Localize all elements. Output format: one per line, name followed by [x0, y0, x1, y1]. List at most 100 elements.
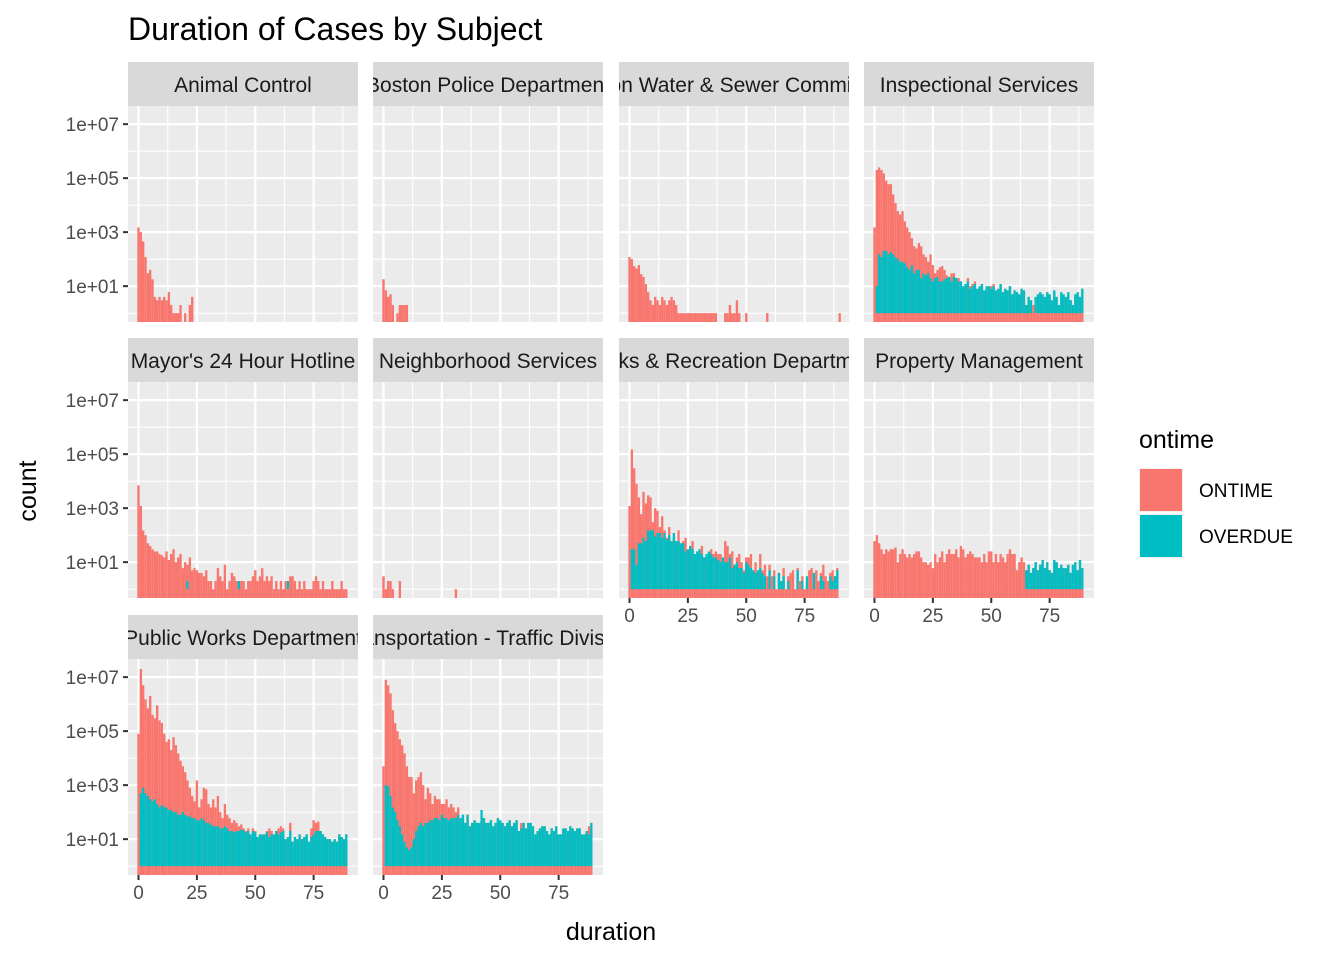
bar-overdue [459, 818, 462, 867]
bar-overdue [195, 820, 199, 867]
bar-overdue [153, 799, 157, 867]
bar-ontime [454, 589, 458, 598]
bar-overdue [440, 814, 444, 867]
bar-overdue [656, 533, 659, 590]
bar-overdue [272, 834, 276, 867]
bar-overdue [576, 828, 579, 867]
bar-ontime [303, 581, 306, 598]
bar-ontime [156, 551, 159, 598]
bar-overdue [1027, 296, 1030, 314]
bar-ontime [384, 589, 388, 598]
bar-ontime [700, 313, 704, 322]
bar-ontime [139, 506, 143, 598]
bar-overdue [279, 832, 283, 867]
bar-overdue [184, 814, 187, 867]
bar-ontime [415, 780, 418, 875]
bar-ontime [945, 554, 949, 598]
panel-background [373, 106, 603, 322]
bar-overdue [410, 847, 413, 867]
bar-overdue [254, 832, 257, 867]
bar-ontime [307, 589, 311, 598]
bar-ontime [149, 696, 152, 875]
bar-overdue [1057, 305, 1061, 314]
bar-overdue [293, 837, 297, 867]
bar-overdue [752, 570, 755, 590]
bar-overdue [1055, 296, 1058, 314]
bar-overdue [703, 557, 706, 590]
bar-ontime [398, 581, 402, 598]
bar-ontime [139, 232, 143, 322]
bar-ontime [731, 313, 734, 322]
facet-panel: Public Works Department 1e+01 1e+03 1e+05 1e… [66, 615, 358, 904]
bar-overdue [1069, 572, 1072, 590]
bar-ontime [205, 570, 208, 598]
bar-ontime [950, 554, 953, 598]
bar-overdue [489, 820, 493, 867]
bar-overdue [1048, 294, 1051, 314]
facet-strip [864, 338, 1094, 382]
bar-overdue [994, 290, 998, 314]
bar-overdue [980, 284, 984, 314]
bar-overdue [915, 269, 918, 314]
bar-ontime [726, 313, 729, 322]
bar-ontime [889, 549, 893, 598]
bar-ontime [184, 562, 187, 598]
bar-ontime [707, 313, 711, 322]
bar-ontime [153, 296, 157, 322]
bar-overdue [1071, 305, 1075, 314]
bar-overdue [242, 829, 245, 867]
bar-overdue [1029, 572, 1033, 590]
bar-ontime [672, 300, 676, 322]
bar-ontime [405, 766, 409, 875]
bar-overdue [492, 826, 495, 867]
bar-ontime [892, 549, 895, 598]
bar-ontime [929, 562, 932, 598]
bar-overdue [417, 826, 420, 867]
bar-overdue [1060, 564, 1063, 590]
bar-ontime [286, 589, 290, 598]
bar-ontime [398, 739, 402, 875]
bar-ontime [633, 266, 636, 322]
bar-overdue [719, 562, 722, 590]
bar-overdue [1027, 564, 1030, 590]
bar-overdue [1041, 560, 1044, 590]
bar-overdue [1032, 568, 1035, 590]
bar-overdue [929, 278, 932, 314]
bar-ontime [405, 305, 409, 322]
bar-overdue [562, 828, 565, 867]
bar-ontime [798, 581, 802, 598]
bar-ontime [686, 313, 690, 322]
bar-ontime [137, 227, 140, 322]
bar-overdue [976, 288, 979, 314]
bar-overdue [992, 286, 995, 314]
bar-overdue [1008, 286, 1012, 314]
bar-overdue [156, 804, 159, 867]
bar-ontime [924, 562, 928, 598]
facet-strip [864, 62, 1094, 106]
bar-overdue [759, 568, 762, 590]
bar-overdue [328, 839, 332, 867]
bar-ontime [403, 305, 406, 322]
bar-ontime [983, 554, 986, 598]
bar-overdue [1034, 296, 1037, 314]
bar-overdue [452, 818, 455, 867]
bar-ontime [300, 589, 304, 598]
bar-overdue [564, 828, 567, 867]
bar-ontime [651, 305, 655, 322]
bar-overdue [324, 837, 327, 867]
y-tick-label: 1e+03 [66, 223, 119, 244]
bar-ontime [167, 739, 171, 875]
bar-ontime [973, 557, 977, 598]
bar-ontime [142, 530, 145, 598]
bar-overdue [174, 812, 178, 867]
bar-overdue [927, 273, 930, 314]
bar-ontime [875, 170, 879, 322]
facet-strip [128, 338, 358, 382]
bar-overdue [717, 560, 720, 590]
bar-ontime [221, 581, 224, 598]
bar-overdue [387, 786, 390, 867]
bar-overdue [675, 541, 678, 590]
bar-ontime [826, 581, 830, 598]
bar-ontime [679, 313, 683, 322]
bar-overdue [955, 278, 958, 314]
